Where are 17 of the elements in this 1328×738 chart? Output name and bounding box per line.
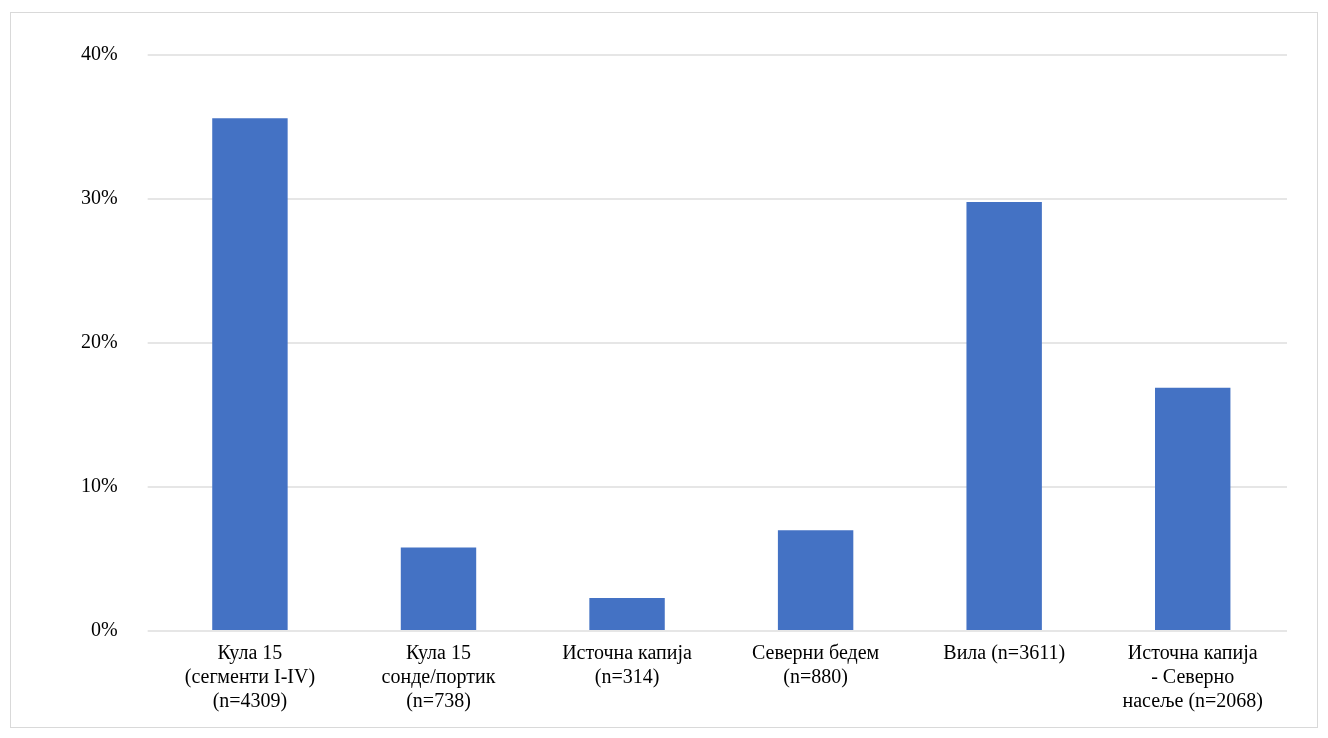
bar — [589, 597, 665, 630]
x-tick-label: Вила (n=3611) — [943, 641, 1066, 665]
bar — [777, 530, 854, 630]
bar — [400, 547, 477, 630]
x-tick-label: Источна капија (n=314) — [562, 641, 693, 689]
bar — [966, 201, 1042, 630]
y-tick-label: 30% — [80, 186, 118, 209]
y-tick-label: 40% — [80, 42, 118, 65]
x-tick-label: Кула 15 сонде/портик (n=738) — [381, 641, 496, 713]
y-tick-label: 0% — [90, 618, 118, 641]
y-tick-label: 20% — [80, 330, 118, 353]
x-tick-label: Источна капија - Северно насеље (n=2068) — [1122, 641, 1264, 713]
x-tick-label: Кула 15 (сегменти I-IV) (n=4309) — [184, 641, 316, 713]
x-tick-label: Северни бедем (n=880) — [751, 641, 880, 689]
bar — [212, 118, 288, 630]
bar — [1155, 387, 1231, 630]
y-tick-label: 10% — [80, 474, 118, 497]
